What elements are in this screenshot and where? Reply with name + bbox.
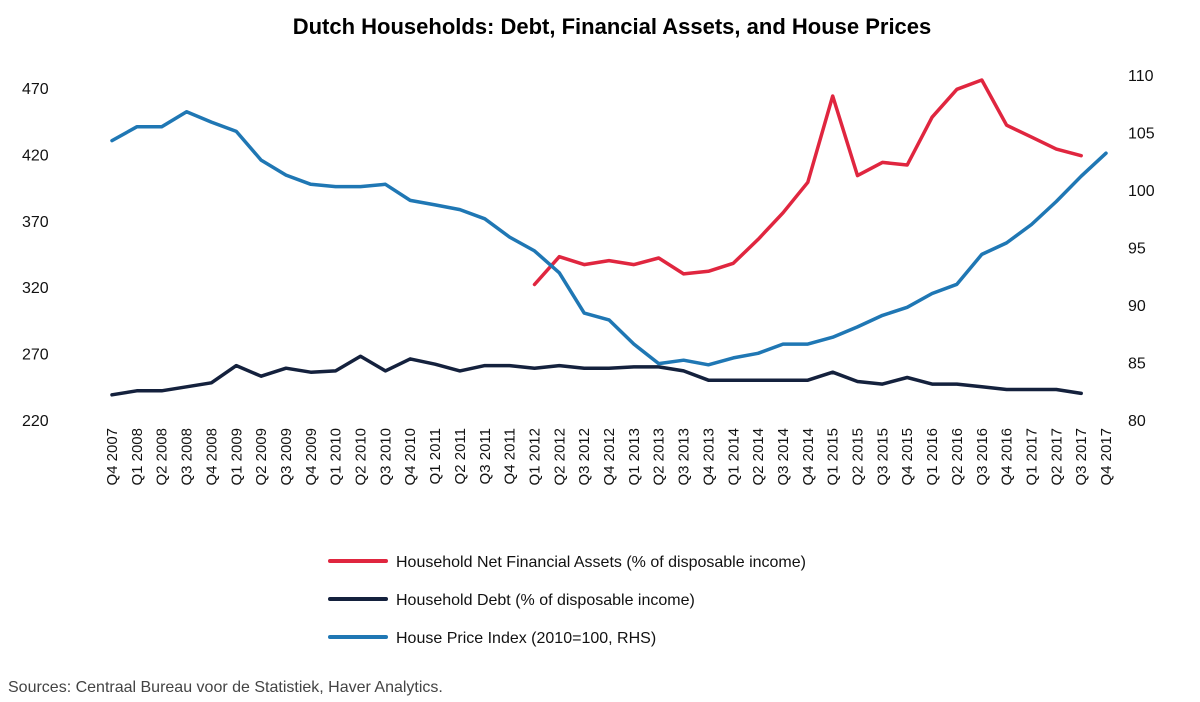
x-tick-label: Q2 2015	[850, 428, 867, 486]
y-left-tick-label: 220	[22, 413, 49, 430]
x-tick-label: Q4 2013	[700, 428, 717, 486]
x-tick-label: Q1 2014	[725, 428, 742, 486]
y-right-tick-label: 110	[1128, 68, 1154, 85]
y-right-tick-label: 90	[1128, 298, 1146, 315]
x-tick-label: Q2 2014	[750, 428, 767, 486]
series-line-2	[110, 354, 1083, 397]
legend-label: Household Net Financial Assets (% of dis…	[396, 554, 806, 571]
x-tick-label: Q1 2012	[526, 428, 543, 486]
x-tick-label: Q1 2016	[924, 428, 941, 486]
x-tick-label: Q1 2011	[427, 428, 444, 484]
y-right-tick-label: 80	[1128, 413, 1146, 430]
y-right-axis: 110 105 100 95 90 85 80	[1128, 68, 1155, 430]
x-tick-label: Q4 2017	[1098, 428, 1115, 486]
y-right-tick-label: 100	[1128, 183, 1155, 200]
x-tick-label: Q1 2017	[1023, 428, 1040, 486]
x-tick-label: Q2 2013	[651, 428, 668, 486]
y-left-tick-label: 270	[22, 347, 49, 364]
legend-label: Household Debt (% of disposable income)	[396, 592, 695, 609]
x-axis: Q4 2007 Q1 2008 Q2 2008 Q3 2008 Q4 2008 Q1 20…	[104, 428, 1115, 486]
x-tick-label: Q2 2010	[353, 428, 370, 486]
x-tick-label: Q1 2009	[228, 428, 245, 486]
source-note: Sources: Centraal Bureau voor de Statist…	[8, 679, 443, 696]
x-tick-label: Q4 2012	[601, 428, 618, 486]
x-tick-label: Q3 2011	[477, 428, 494, 484]
y-right-tick-label: 105	[1128, 126, 1155, 143]
x-tick-label: Q1 2010	[328, 428, 345, 486]
y-left-tick-label: 470	[22, 81, 49, 98]
series-line-1	[532, 78, 1083, 287]
y-left-tick-label: 320	[22, 280, 49, 297]
y-left-tick-label: 420	[22, 147, 49, 164]
x-tick-label: Q2 2017	[1048, 428, 1065, 486]
y-right-tick-label: 95	[1128, 241, 1146, 258]
x-tick-label: Q3 2013	[676, 428, 693, 486]
y-right-tick-label: 85	[1128, 356, 1146, 373]
x-tick-label: Q2 2008	[154, 428, 171, 486]
x-tick-label: Q4 2014	[800, 428, 817, 486]
x-tick-label: Q2 2016	[949, 428, 966, 486]
x-tick-label: Q2 2009	[253, 428, 270, 486]
x-tick-label: Q3 2015	[874, 428, 891, 486]
x-tick-label: Q4 2016	[999, 428, 1016, 486]
x-tick-label: Q2 2012	[551, 428, 568, 486]
x-tick-label: Q1 2008	[129, 428, 146, 486]
x-tick-label: Q3 2010	[377, 428, 394, 486]
x-tick-label: Q2 2011	[452, 428, 469, 484]
legend-label: House Price Index (2010=100, RHS)	[396, 630, 656, 647]
x-tick-label: Q4 2008	[203, 428, 220, 486]
x-tick-label: Q3 2012	[576, 428, 593, 486]
x-tick-label: Q4 2009	[303, 428, 320, 486]
x-tick-label: Q1 2013	[626, 428, 643, 486]
chart-title: Dutch Households: Debt, Financial Assets…	[293, 14, 932, 39]
series-line-3	[110, 110, 1108, 367]
x-tick-label: Q3 2017	[1073, 428, 1090, 486]
x-tick-label: Q4 2010	[402, 428, 419, 486]
x-tick-label: Q3 2009	[278, 428, 295, 486]
x-tick-label: Q1 2015	[825, 428, 842, 486]
x-tick-label: Q3 2008	[179, 428, 196, 486]
series-layer	[110, 78, 1108, 397]
y-left-tick-label: 370	[22, 214, 49, 231]
x-tick-label: Q4 2015	[899, 428, 916, 486]
x-tick-label: Q4 2011	[502, 428, 519, 484]
x-tick-label: Q4 2007	[104, 428, 121, 486]
x-tick-label: Q3 2016	[974, 428, 991, 486]
x-tick-label: Q3 2014	[775, 428, 792, 486]
legend: Household Net Financial Assets (% of dis…	[328, 554, 806, 647]
y-left-axis: 470 420 370 320 270 220	[22, 81, 49, 430]
